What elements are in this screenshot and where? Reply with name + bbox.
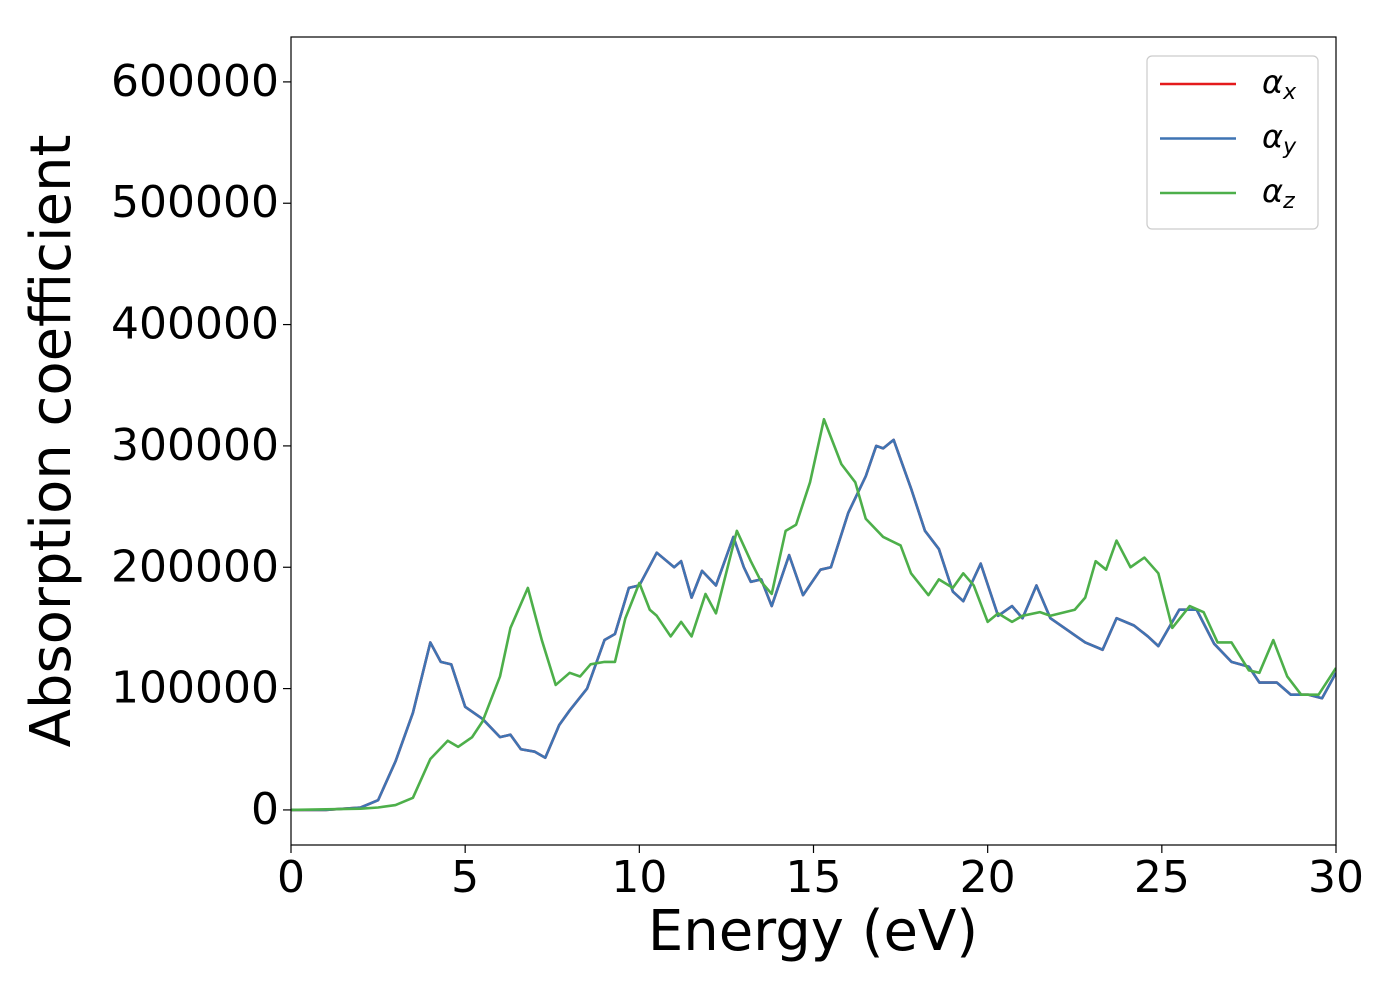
x-tick-label: 10 (611, 852, 667, 903)
y-tick-label: 300000 (111, 420, 279, 471)
x-tick-label: 0 (277, 852, 305, 903)
y-axis-label: Absorption coefficient (19, 135, 84, 748)
series-line (291, 417, 1336, 812)
plot-frame (290, 36, 1337, 846)
y-tick-label: 600000 (111, 56, 279, 107)
x-tick-label: 25 (1134, 852, 1190, 903)
legend-label: αz (1262, 172, 1295, 214)
x-tick-label: 15 (786, 852, 842, 903)
series-line (291, 438, 1336, 812)
legend-box (1146, 55, 1319, 230)
y-tick-label: 100000 (111, 663, 279, 714)
y-tick-label: 400000 (111, 299, 279, 350)
series-line (291, 438, 1336, 812)
x-tick-label: 20 (960, 852, 1016, 903)
x-tick-label: 5 (451, 852, 479, 903)
y-tick-label: 0 (251, 784, 279, 835)
legend-label: αy (1262, 118, 1297, 160)
legend-label: αx (1262, 63, 1297, 105)
y-tick-label: 200000 (111, 541, 279, 592)
x-tick-label: 30 (1308, 852, 1364, 903)
plot-lines (291, 417, 1336, 812)
x-axis-label: Energy (eV) (648, 899, 978, 964)
y-tick-label: 500000 (111, 177, 279, 228)
